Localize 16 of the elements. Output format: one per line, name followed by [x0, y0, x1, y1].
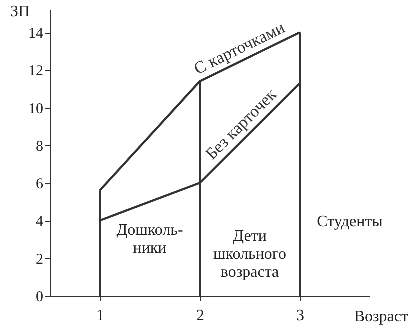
y-tick-label: 2	[36, 252, 44, 268]
annotation: Дошколь- ники	[116, 222, 184, 258]
y-tick-label: 14	[28, 26, 44, 42]
x-axis-title: Возраст	[354, 308, 409, 326]
y-tick-label: 0	[36, 290, 44, 306]
y-tick-label: 10	[28, 101, 44, 118]
x-tick-label: 3	[296, 308, 304, 324]
x-tick-label: 1	[96, 308, 104, 324]
annotation: Студенты	[317, 214, 384, 231]
x-tick-label: 2	[196, 308, 204, 324]
y-axis-title: ЗП	[10, 4, 31, 20]
y-tick-label: 8	[36, 138, 44, 155]
y-tick-label: 6	[36, 176, 44, 193]
y-tick-label: 4	[36, 214, 44, 230]
annotation: Дети школьного возраста	[213, 228, 287, 281]
y-tick-label: 12	[28, 64, 44, 80]
